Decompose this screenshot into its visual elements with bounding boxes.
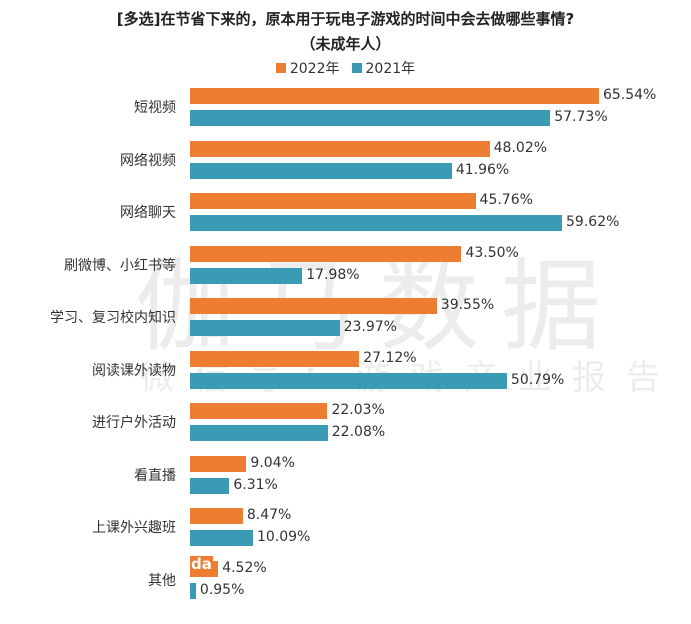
value-label-2022: 9.04% (250, 454, 295, 471)
bar-2022 (190, 350, 360, 367)
chart-row: 网络视频 48.02% 41.96% (0, 139, 691, 179)
value-label-2022: 8.47% (246, 507, 292, 523)
bar-2021 (190, 215, 563, 231)
bar-2021 (190, 372, 507, 389)
value-label-2021: 6.31% (233, 476, 278, 493)
value-label-2022: 48.02% (493, 139, 548, 156)
bar-2021 (190, 477, 230, 494)
value-label-2022: 22.03% (331, 402, 385, 418)
bar-2022 (190, 455, 247, 472)
chart-row: 短视频 65.54% 57.73% (0, 87, 691, 126)
bar-2022 (190, 508, 243, 524)
value-label-2021: 10.09% (256, 529, 311, 545)
bar-2021 (190, 162, 452, 179)
chart-row: 刷微博、小红书等 43.50% 17.98% (0, 244, 691, 284)
value-label-2021: 50.79% (510, 371, 565, 388)
chart-row: 进行户外活动 22.03% 22.08% (0, 402, 691, 441)
bar-2021 (190, 110, 551, 126)
chart-row: 其他 4.52% 0.95% (0, 559, 691, 599)
value-label-2022: 43.50% (465, 244, 519, 261)
value-label-2021: 41.96% (455, 161, 510, 178)
value-label-2021: 59.62% (566, 214, 620, 230)
bar-2022 (190, 193, 476, 209)
bar-2022 (190, 245, 462, 262)
bar-2022 (190, 298, 437, 314)
bar-2021 (190, 425, 328, 441)
chart-title: [多选]在节省下来的，原本用于玩电子游戏的时间中会去做哪些事情? (116, 10, 575, 28)
chart-row: 看直播 9.04% 6.31% (0, 454, 691, 494)
category-label: 阅读课外读物 (92, 362, 176, 379)
category-label: 短视频 (134, 100, 176, 116)
value-label-2021: 22.08% (331, 424, 386, 440)
bar-2021 (190, 267, 303, 284)
value-label-2021: 57.73% (554, 109, 608, 125)
bar-2021 (190, 582, 196, 599)
category-label: 刷微博、小红书等 (64, 257, 176, 274)
overlay-text: da (190, 555, 213, 573)
chart-row: 阅读课外读物 27.12% 50.79% (0, 349, 691, 389)
category-label: 进行户外活动 (92, 415, 176, 431)
value-label-2022: 65.54% (602, 87, 657, 103)
chart-subtitle: （未成年人） (300, 35, 391, 53)
bar-2021 (190, 530, 253, 546)
chart-row: 学习、复习校内知识 39.55% 23.97% (0, 297, 691, 336)
legend-swatch-2021 (351, 63, 362, 73)
value-label-2021: 23.97% (343, 319, 397, 335)
value-label-2022: 45.76% (479, 192, 533, 208)
category-label: 学习、复习校内知识 (50, 310, 176, 326)
legend-label-2021: 2021年 (365, 61, 416, 77)
bar-2022 (190, 403, 328, 419)
value-label-2022: 27.12% (363, 349, 417, 366)
legend-swatch-2022 (275, 63, 286, 73)
legend: 2022年 2021年 (0, 58, 691, 78)
legend-item-2022: 2022年 (275, 58, 340, 78)
value-label-2021: 17.98% (306, 266, 360, 283)
chart-row: 网络聊天 45.76% 59.62% (0, 192, 691, 231)
value-label-2021: 0.95% (199, 581, 245, 598)
bar-2022 (190, 88, 599, 104)
value-label-2022: 39.55% (440, 297, 495, 313)
category-label: 网络视频 (120, 152, 176, 169)
category-label: 其他 (148, 572, 176, 589)
legend-label-2022: 2022年 (289, 61, 340, 77)
category-label: 上课外兴趣班 (92, 520, 176, 536)
legend-item-2021: 2021年 (351, 58, 416, 78)
bar-2022 (190, 140, 490, 157)
value-label-2022: 4.52% (222, 559, 267, 576)
bar-2021 (190, 320, 340, 336)
chart-row: 上课外兴趣班 8.47% 10.09% (0, 507, 691, 546)
category-label: 网络聊天 (120, 205, 176, 221)
category-label: 看直播 (134, 467, 176, 484)
